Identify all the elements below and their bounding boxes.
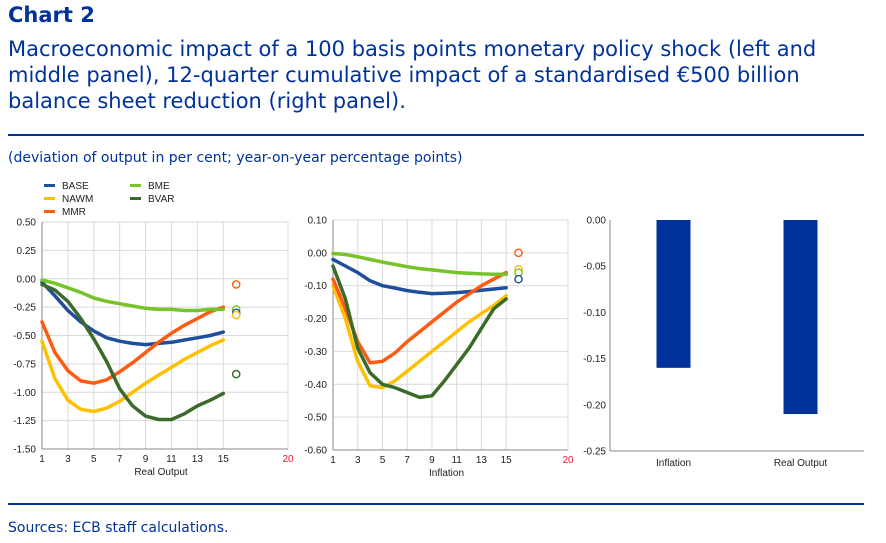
- footer-divider: [8, 503, 864, 505]
- legend-label-bvar: BVAR: [148, 194, 175, 205]
- inflation-endpoint-mmr: [514, 248, 523, 258]
- inflation-ytick-label: -0.50: [304, 413, 327, 424]
- inflation-xtick-label: 11: [451, 455, 462, 466]
- real-output-xtick-label: 11: [166, 454, 177, 465]
- real-output-line-base: [40, 280, 226, 347]
- real-output-endpoint-nawm: [231, 310, 241, 320]
- chart-label: Chart 2: [8, 3, 95, 27]
- real-output-line-mmr: [40, 305, 226, 385]
- source-note: Sources: ECB staff calculations.: [8, 520, 229, 536]
- inflation-endpoint-base: [514, 274, 523, 284]
- inflation-xtick-label: 13: [476, 455, 488, 466]
- inflation-ytick-label: -0.10: [304, 281, 327, 292]
- real-output-x-axis-label: Real Output: [134, 467, 188, 478]
- unit-note: (deviation of output in per cent; year-o…: [8, 150, 463, 166]
- real-output-xtick-label: 9: [143, 454, 149, 465]
- inflation-ytick-label: -0.60: [304, 446, 327, 457]
- real-output-xtick-label: 3: [65, 454, 71, 465]
- legend-swatch-mmr: [44, 210, 55, 213]
- real-output-xtick-label: 7: [117, 454, 123, 465]
- real-output-ytick-label: -1.00: [13, 388, 36, 399]
- real-output-ytick-label: 0.00: [17, 274, 37, 285]
- real-output-xtick-label: 20: [282, 454, 294, 465]
- panel-inflation: 0.100.00-0.10-0.20-0.30-0.40-0.50-0.601 3…: [304, 216, 574, 480]
- inflation-xtick-label: 9: [429, 455, 435, 466]
- real-output-line-bvar: [40, 282, 226, 422]
- title-divider: [8, 134, 864, 136]
- bar-ytick-label: -0.25: [583, 447, 606, 458]
- inflation-xtick-label: 15: [501, 455, 513, 466]
- inflation-line-nawm: [331, 283, 508, 390]
- panel-balance-sheet-bars: 0.00 -0.05 -0.10 -0.15 -0.20 -0.25 Inflation Re…: [583, 216, 864, 469]
- inflation-xtick-label: 7: [404, 455, 410, 466]
- real-output-xtick-label: 1: [39, 454, 45, 465]
- bar-ytick-label: 0.00: [587, 216, 607, 227]
- real-output-ytick-label: 0.50: [17, 218, 37, 229]
- inflation-line-bme: [331, 251, 508, 276]
- bar-ytick-label: -0.15: [583, 354, 606, 365]
- bar-ytick-label: -0.05: [583, 262, 606, 273]
- inflation-ytick-label: 0.00: [308, 248, 328, 259]
- legend-label-nawm: NAWM: [62, 194, 93, 205]
- real-output-line-bme: [40, 278, 226, 313]
- legend-label-mmr: MMR: [62, 207, 86, 218]
- real-output-ytick-label: -0.50: [13, 331, 36, 342]
- inflation-line-bvar: [331, 264, 508, 400]
- chart-title: Macroeconomic impact of a 100 basis poin…: [8, 37, 817, 113]
- legend-swatch-base: [44, 184, 55, 187]
- inflation-xtick-label: 5: [380, 455, 386, 466]
- real-output-ytick-label: -0.75: [13, 359, 36, 370]
- legend: BASE NAWM MMR BME BVAR: [44, 181, 175, 218]
- bar-category-label: Real Output: [774, 458, 828, 469]
- real-output-ytick-label: -0.25: [13, 303, 36, 314]
- bar-category-label: Inflation: [656, 458, 691, 469]
- inflation-ytick-label: -0.40: [304, 380, 327, 391]
- inflation-line-mmr: [331, 270, 508, 365]
- inflation-xtick-label: 3: [355, 455, 361, 466]
- inflation-ytick-label: -0.20: [304, 314, 327, 325]
- inflation-xtick-label: 20: [562, 455, 574, 466]
- real-output-line-nawm: [40, 338, 226, 414]
- real-output-xtick-label: 5: [91, 454, 97, 465]
- inflation-ytick-label: 0.10: [308, 216, 328, 227]
- bar-real-output: [783, 220, 818, 415]
- real-output-ytick-label: -1.25: [13, 416, 36, 427]
- panel-real-output: 0.50 0.25 0.00 -0.25 -0.50 -0.75 -1.00 -1.25 -1.…: [13, 218, 294, 479]
- legend-label-base: BASE: [62, 181, 89, 192]
- legend-label-bme: BME: [148, 181, 170, 192]
- real-output-endpoint-mmr: [231, 280, 241, 289]
- bar-inflation: [656, 220, 691, 368]
- real-output-ytick-label: -1.50: [13, 445, 36, 456]
- bar-ytick-label: -0.10: [583, 308, 606, 319]
- inflation-x-axis-label: Inflation: [429, 468, 464, 479]
- legend-swatch-bme: [130, 184, 141, 187]
- inflation-line-base: [331, 257, 508, 296]
- real-output-endpoint-bvar: [231, 369, 241, 379]
- real-output-xtick-label: 13: [192, 454, 204, 465]
- bar-ytick-label: -0.20: [583, 400, 606, 411]
- inflation-ytick-label: -0.30: [304, 347, 327, 358]
- legend-swatch-bvar: [130, 197, 141, 200]
- inflation-xtick-label: 1: [330, 455, 336, 466]
- real-output-ytick-label: 0.25: [17, 246, 37, 257]
- real-output-xtick-label: 15: [218, 454, 230, 465]
- legend-swatch-nawm: [44, 197, 55, 200]
